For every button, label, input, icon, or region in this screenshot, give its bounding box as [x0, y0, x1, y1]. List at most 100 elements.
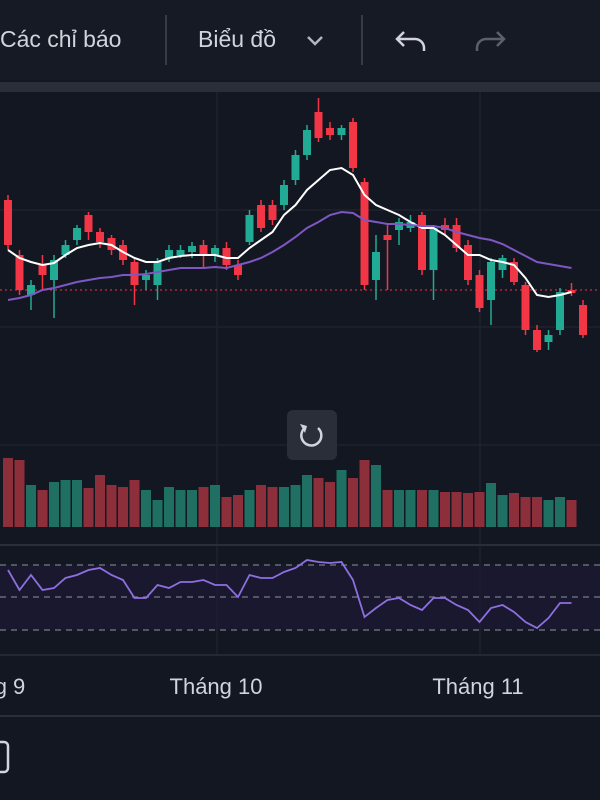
candle-body [395, 222, 403, 230]
candle-body [510, 262, 518, 282]
candle-body [314, 112, 323, 138]
candle-body [84, 215, 93, 232]
candle-body [280, 185, 288, 205]
moving-average [7, 166, 572, 299]
volume-bar [95, 475, 105, 527]
volume-bar [164, 487, 174, 527]
candle-body [326, 128, 334, 135]
candle-body [15, 255, 24, 290]
reset-arrow [300, 424, 307, 433]
volume-bar [210, 485, 220, 527]
volume-bar [532, 497, 542, 527]
volume-bar [394, 490, 404, 527]
volume-bar [106, 485, 117, 527]
volume-bar [566, 500, 577, 527]
volume-bar [187, 490, 197, 527]
candle-body [429, 228, 438, 270]
plot [3, 98, 587, 630]
candle-body [556, 292, 564, 330]
chart-type-button[interactable]: Biểu đồ [198, 26, 276, 52]
volume-bar [451, 492, 462, 527]
volume-bar [543, 500, 554, 527]
candle-body [498, 258, 507, 270]
indicators-button[interactable]: Các chỉ báo [0, 26, 121, 52]
candle-body [153, 262, 162, 285]
volume-bar [175, 490, 186, 527]
candle-body [349, 122, 357, 168]
candle-body [165, 250, 173, 258]
volume-bar [118, 487, 128, 527]
volume-bar [267, 487, 278, 527]
candle-body [130, 262, 139, 285]
candle-body [176, 250, 185, 255]
volume-bar [60, 480, 71, 527]
candle-body [268, 205, 277, 220]
candle-body [199, 245, 208, 255]
volume-bar [14, 460, 25, 527]
volume-bar [302, 475, 312, 527]
candle-body [475, 275, 484, 308]
separator [0, 82, 600, 92]
volume-bar [26, 485, 36, 527]
volume-bar [221, 497, 232, 527]
volume-bar [520, 497, 531, 527]
candle-body [27, 285, 35, 295]
candle-body [567, 290, 576, 293]
x-tick-label: Tháng 10 [170, 674, 263, 699]
x-tick-label: Tháng 11 [432, 674, 523, 699]
candle-body [96, 232, 104, 242]
volume-bar [359, 460, 370, 527]
candle-body [372, 252, 380, 280]
candle-body [245, 215, 254, 242]
volume-bar [49, 482, 59, 527]
reset-icon [300, 425, 323, 447]
undo-button[interactable] [395, 31, 426, 51]
volume-bar [256, 485, 266, 527]
volume-bar [486, 483, 496, 527]
volume-bar [428, 490, 439, 527]
candle-body [222, 248, 231, 265]
candle-body [533, 330, 541, 350]
volume-bar [233, 495, 243, 527]
volume-bar [129, 480, 140, 527]
volume-bar [141, 490, 151, 527]
reset-button[interactable] [287, 410, 337, 460]
volume-bar [279, 487, 289, 527]
candle-body [73, 228, 81, 240]
volume-bar [83, 488, 94, 527]
candle-body [383, 235, 392, 240]
moving-average [7, 210, 572, 301]
volume-bar [325, 482, 335, 527]
candle-body [464, 245, 472, 280]
volume-bar [405, 490, 416, 527]
volume-bar [290, 485, 301, 527]
candle-body [521, 285, 530, 330]
volume-bar [37, 490, 48, 527]
candle-body [257, 205, 265, 228]
candle-body [142, 275, 150, 280]
x-tick-label: g 9 [0, 674, 25, 699]
volume-bar [152, 500, 163, 527]
bottom-icon[interactable] [0, 740, 10, 774]
candle-body [61, 245, 70, 255]
candle-body [579, 305, 587, 335]
redo-button[interactable] [475, 31, 506, 51]
volume-bar [463, 493, 473, 527]
candle-body [487, 262, 495, 300]
candle-body [234, 265, 242, 275]
volume-bar [474, 492, 485, 527]
candle-body [211, 248, 219, 256]
candle-body [418, 215, 426, 270]
candle-body [38, 265, 47, 275]
candle-body [360, 182, 369, 285]
rsi-line [7, 559, 572, 630]
volume-bar [382, 490, 393, 527]
volume-bar [72, 480, 82, 527]
candle-body [337, 128, 346, 135]
candle-body [291, 155, 300, 180]
candle-body [303, 130, 311, 155]
volume-bar [371, 465, 381, 527]
